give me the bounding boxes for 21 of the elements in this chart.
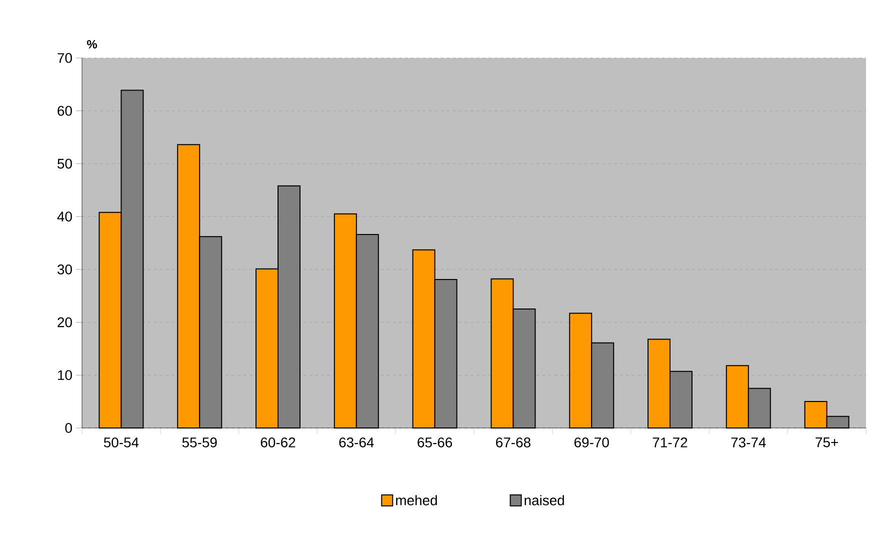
x-tick-label: 67-68: [496, 437, 530, 448]
y-tick-label: 30: [58, 264, 72, 274]
x-tick-label: 55-59: [182, 437, 217, 448]
legend-label: mehed: [396, 495, 437, 506]
x-tick-label: 63-64: [339, 437, 374, 448]
x-tick-label: 50-54: [104, 437, 139, 448]
y-tick-label: 0: [65, 423, 72, 433]
y-axis-title: %: [86, 40, 98, 48]
y-tick-label: 50: [58, 158, 72, 169]
x-tick-label: 60-62: [260, 437, 296, 448]
x-tick-label: 69-70: [574, 437, 609, 448]
legend-label: naised: [524, 495, 564, 506]
y-tick-label: 40: [57, 212, 72, 222]
y-tick-label: 70: [58, 53, 72, 63]
x-tick-label: 75+: [816, 438, 838, 448]
y-tick-label: 10: [58, 370, 72, 380]
x-tick-label: 71-72: [652, 437, 688, 448]
x-tick-label: 73-74: [731, 437, 766, 448]
x-tick-label: 65-66: [418, 437, 452, 448]
y-tick-label: 20: [58, 317, 72, 328]
y-tick-label: 60: [58, 106, 72, 116]
